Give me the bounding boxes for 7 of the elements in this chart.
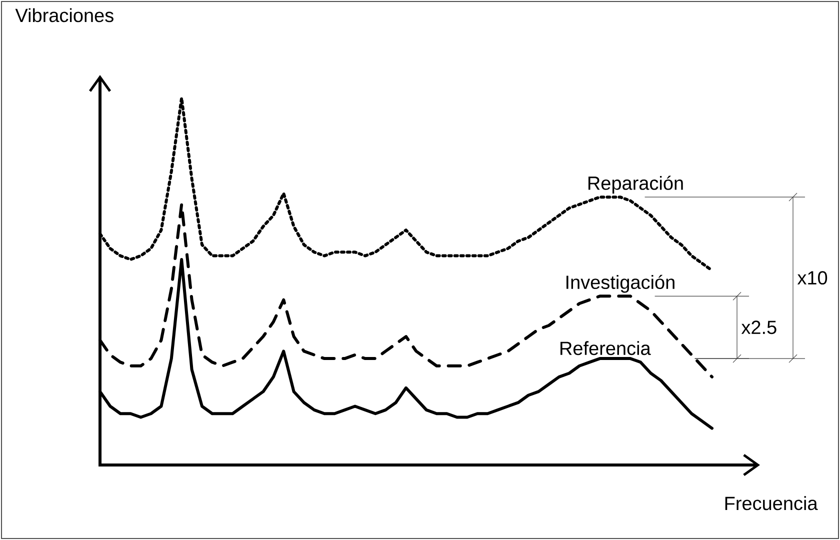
y-axis-title: Vibraciones (15, 8, 114, 22)
series-label: Referencia (560, 341, 651, 356)
series-label: Investigación (566, 274, 674, 293)
text: x10 (797, 271, 828, 285)
text: x2.5 (741, 320, 776, 334)
x-axis-title: Frecuencia (725, 496, 818, 510)
series-label: Reparación (588, 176, 683, 194)
